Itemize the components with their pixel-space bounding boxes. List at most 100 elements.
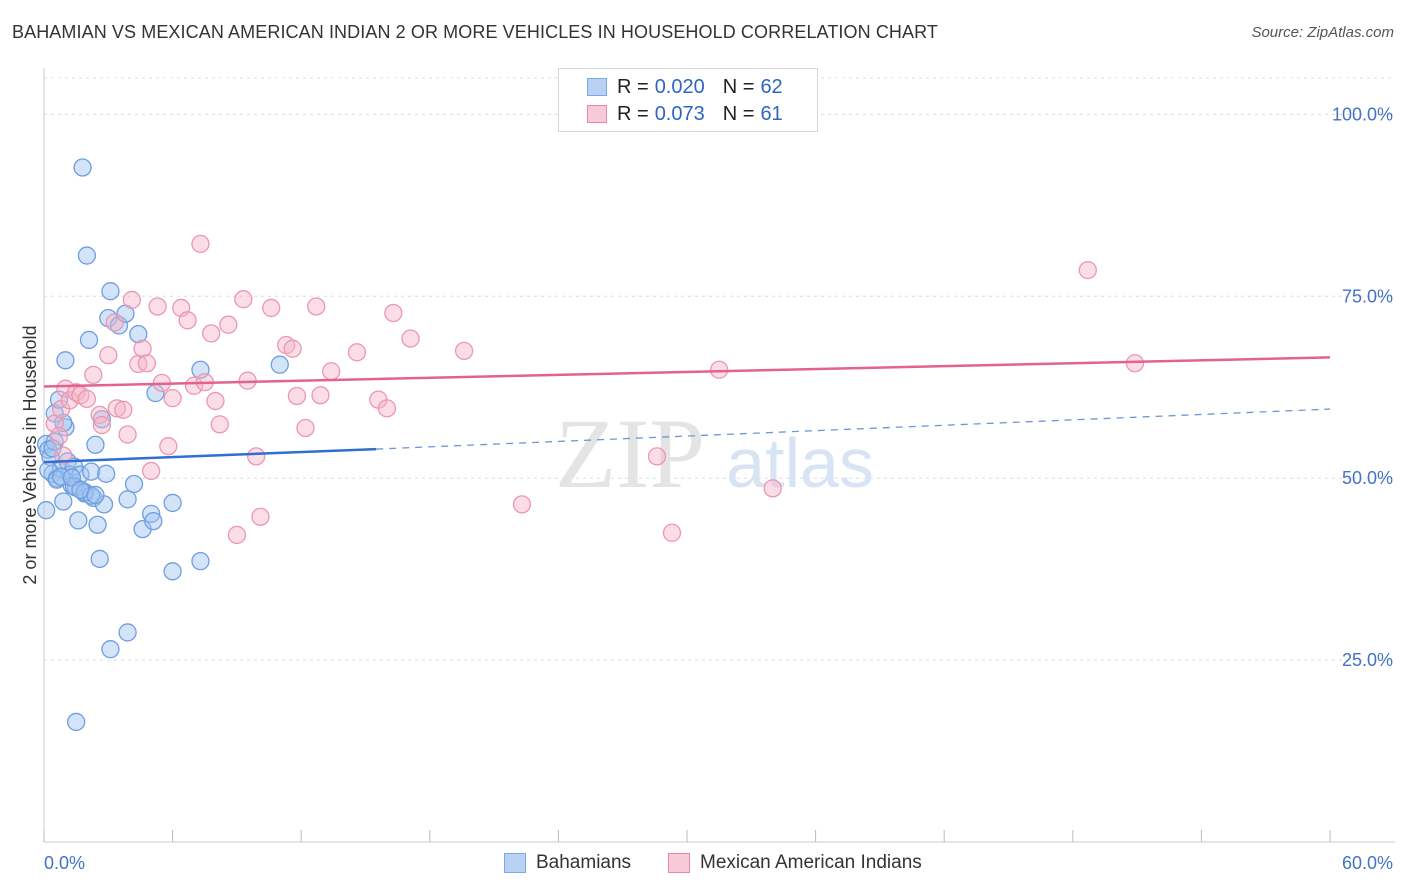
data-point <box>129 324 148 344</box>
data-point <box>163 389 182 408</box>
y-tick-label: 75.0% <box>1342 286 1393 306</box>
y-tick-label: 100.0% <box>1332 104 1393 124</box>
data-point <box>122 290 142 310</box>
trend-lines <box>43 356 1331 464</box>
legend-r-value: 0.020 <box>654 75 705 98</box>
legend-swatch-bahamians <box>587 78 607 96</box>
data-point <box>118 490 137 509</box>
data-point <box>647 447 667 466</box>
data-point <box>234 290 253 309</box>
legend-row-mexican-american-indians: R = 0.073 N = 61 <box>587 102 783 126</box>
data-point <box>384 303 403 323</box>
data-point <box>79 330 99 350</box>
data-point <box>107 399 127 418</box>
y-tick-label: 50.0% <box>1342 468 1393 488</box>
data-point <box>159 437 178 456</box>
data-point <box>105 313 124 332</box>
data-point <box>163 562 182 581</box>
data-point <box>73 158 92 177</box>
series-bahamians <box>36 158 289 732</box>
data-point <box>101 640 120 659</box>
data-point <box>191 551 210 571</box>
data-point <box>307 297 326 316</box>
legend-swatch-mexican-american-indians <box>587 105 607 123</box>
data-point <box>1125 354 1145 373</box>
axes <box>43 68 1395 843</box>
data-point <box>36 501 56 520</box>
data-point <box>283 339 302 358</box>
watermark: ZIP atlas <box>555 398 874 509</box>
data-point <box>227 525 247 545</box>
data-point <box>144 511 163 531</box>
watermark-atlas: atlas <box>726 424 874 502</box>
legend-r-value: 0.073 <box>654 102 705 125</box>
data-point <box>84 365 103 385</box>
data-point <box>210 415 229 434</box>
chart-source: Source: ZipAtlas.com <box>1251 24 1394 41</box>
data-point <box>77 389 97 409</box>
data-point <box>56 351 75 370</box>
legend-swatch-mexican-american-indians <box>668 853 690 873</box>
data-point <box>710 360 729 379</box>
data-point <box>163 493 182 513</box>
x-tick-label: 60.0% <box>1342 853 1393 873</box>
legend-row-bahamians: R = 0.020 N = 62 <box>587 75 783 99</box>
data-point <box>56 379 75 398</box>
data-point <box>88 515 107 534</box>
data-point <box>251 507 270 526</box>
trend-line <box>43 447 377 464</box>
data-point <box>97 464 116 483</box>
trend-line-extension <box>376 408 1331 450</box>
data-point <box>92 415 112 435</box>
series-mexican-american-indians <box>45 234 1145 545</box>
data-point <box>287 386 307 406</box>
data-point <box>512 495 532 514</box>
data-point <box>62 468 82 487</box>
trend-line <box>43 356 1331 388</box>
data-point <box>137 354 157 373</box>
data-point <box>178 311 197 330</box>
legend-item-mexican-american-indians[interactable]: Mexican American Indians <box>668 852 922 874</box>
data-point <box>454 341 474 361</box>
data-point <box>118 623 137 642</box>
series-legend: Bahamians Mexican American Indians <box>0 852 1406 878</box>
data-point <box>86 435 105 454</box>
data-point <box>247 447 266 466</box>
data-point <box>77 246 97 265</box>
data-point <box>90 549 109 569</box>
legend-n-value: 61 <box>760 102 783 125</box>
legend-item-bahamians[interactable]: Bahamians <box>504 852 631 874</box>
legend-n-label: N = <box>722 102 755 125</box>
data-point <box>206 391 225 411</box>
data-point <box>54 446 73 465</box>
data-point <box>763 479 782 498</box>
data-point <box>49 426 69 446</box>
legend-label-bahamians: Bahamians <box>536 852 632 873</box>
data-point <box>114 400 133 419</box>
chart-title: BAHAMIAN VS MEXICAN AMERICAN INDIAN 2 OR… <box>12 22 938 42</box>
data-point <box>101 282 120 301</box>
data-point <box>148 297 167 316</box>
data-point <box>54 492 73 511</box>
stats-legend: R = 0.020 N = 62 R = 0.073 N = 61 <box>558 68 818 132</box>
grid-lines <box>44 77 1395 661</box>
data-point <box>322 362 341 381</box>
data-point <box>296 418 315 438</box>
watermark-zip: ZIP <box>555 398 705 509</box>
legend-r-label: R = <box>617 102 649 125</box>
tick-labels: 25.0% 50.0% 75.0% 100.0% 0.0% 60.0% <box>44 104 1393 873</box>
data-point <box>69 511 88 530</box>
data-point <box>347 343 367 362</box>
data-point <box>311 386 330 405</box>
data-point <box>133 339 152 358</box>
data-point <box>118 425 137 444</box>
data-point <box>662 523 682 542</box>
data-point <box>142 504 161 523</box>
data-point <box>184 376 204 395</box>
data-point <box>99 346 118 365</box>
legend-n-value: 62 <box>760 75 783 98</box>
data-point <box>270 355 289 374</box>
data-points <box>36 158 1145 732</box>
legend-r-label: R = <box>617 75 649 98</box>
